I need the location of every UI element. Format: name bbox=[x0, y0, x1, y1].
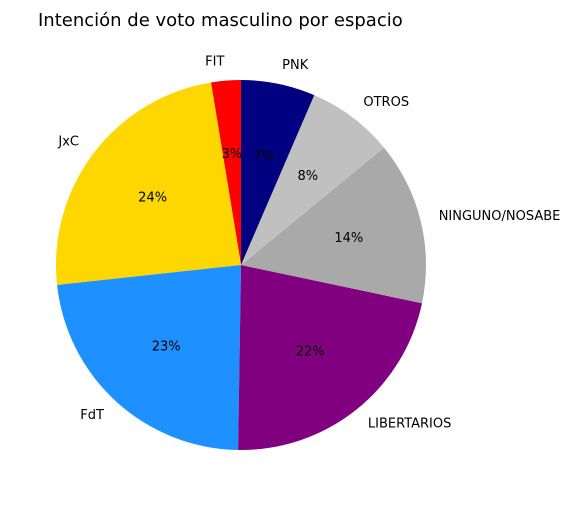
slice-label-fdt: FdT bbox=[80, 408, 104, 423]
pct-label-jxc: 24% bbox=[138, 190, 167, 205]
slice-label-otros: OTROS bbox=[363, 95, 409, 110]
pct-label-fit: 3% bbox=[222, 147, 243, 162]
pct-label-pnk: 7% bbox=[253, 149, 274, 164]
slice-labels: FIT JxC FdT LIBERTARIOS NINGUNO/NOSABE OTROS P… bbox=[57, 55, 560, 432]
pie-slice-fdt bbox=[57, 265, 241, 450]
slice-label-ninguno-nosabe: NINGUNO/NOSABE bbox=[439, 209, 561, 224]
pie-slices bbox=[56, 80, 426, 451]
pie-slice-fit bbox=[211, 80, 241, 265]
pie-slice-otros bbox=[241, 95, 384, 265]
pie-slice-jxc bbox=[56, 82, 241, 285]
pct-label-otros: 8% bbox=[297, 169, 318, 184]
pct-label-ninguno-nosabe: 14% bbox=[334, 231, 363, 246]
chart-title: Intención de voto masculino por espacio bbox=[38, 10, 403, 31]
pct-label-fdt: 23% bbox=[152, 340, 181, 355]
pct-label-libertarios: 22% bbox=[296, 344, 325, 359]
slice-label-pnk: PNK bbox=[282, 58, 309, 73]
pie-slice-ninguno-nosabe bbox=[241, 147, 426, 304]
percent-labels: 3% 24% 23% 22% 14% 8% 7% bbox=[138, 147, 363, 359]
slice-label-libertarios: LIBERTARIOS bbox=[368, 417, 451, 432]
pie-slice-libertarios bbox=[238, 265, 422, 451]
slice-label-fit: FIT bbox=[205, 55, 224, 70]
pie-slice-pnk bbox=[241, 80, 315, 265]
slice-label-jxc: JxC bbox=[57, 134, 79, 149]
